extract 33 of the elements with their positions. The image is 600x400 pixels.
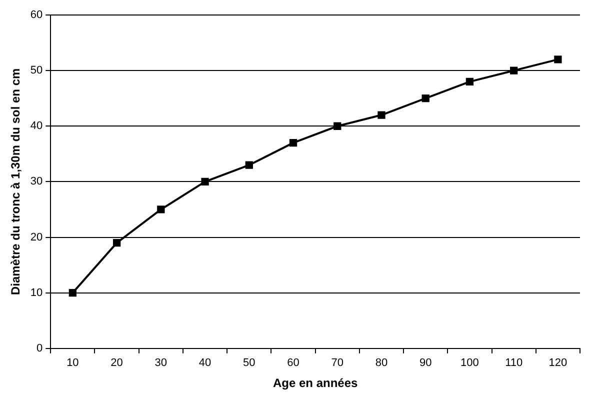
y-tick-label: 0 — [36, 342, 43, 354]
x-tick-label: 120 — [548, 357, 568, 370]
x-tick-label: 60 — [287, 357, 300, 370]
point — [378, 111, 386, 119]
point — [68, 289, 77, 297]
point — [466, 78, 474, 86]
y-tick-label: 30 — [30, 176, 43, 188]
x-axis-title: Age en années — [272, 376, 358, 390]
x-tick-label: 20 — [110, 357, 123, 370]
x-tick-label: 30 — [154, 357, 168, 370]
y-tick-label: 60 — [30, 9, 43, 22]
point — [334, 122, 342, 130]
point — [245, 161, 253, 169]
y-tick-label: 40 — [30, 120, 43, 132]
x-tick-label: 110 — [505, 357, 523, 370]
point — [112, 238, 121, 247]
x-tick-label: 50 — [243, 357, 256, 370]
point — [554, 56, 562, 64]
x-tick-label: 90 — [419, 357, 432, 370]
point — [422, 94, 430, 102]
y-tick-label: 50 — [30, 64, 43, 77]
point — [201, 178, 209, 186]
point — [157, 206, 165, 214]
x-tick-label: 80 — [375, 357, 388, 370]
point — [289, 138, 298, 147]
x-tick-label: 100 — [460, 357, 479, 370]
x-tick-label: 40 — [198, 357, 212, 370]
x-tick-label: 70 — [331, 357, 344, 370]
x-tick-label: 10 — [66, 357, 79, 370]
y-tick-label: 20 — [30, 231, 43, 244]
point — [510, 66, 518, 74]
y-axis-title: Diamètre du tronc à 1,30m du sol en cm — [8, 68, 23, 296]
y-tick-label: 10 — [30, 286, 43, 299]
